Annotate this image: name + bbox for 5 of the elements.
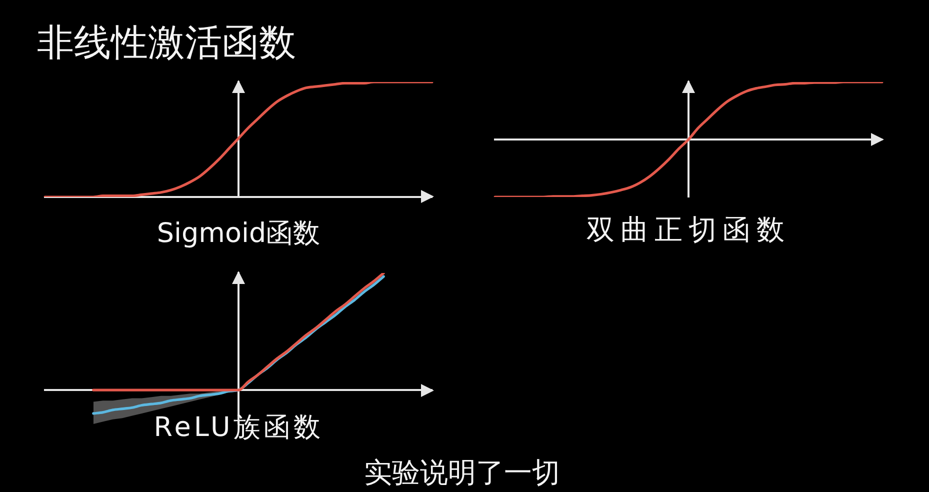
x-axis-title: ReLU族函数 bbox=[154, 412, 324, 443]
x-axis-title: 双曲正切函数 bbox=[586, 213, 790, 246]
chart-title: 非线性激活函数 bbox=[37, 21, 296, 64]
x-axis-title: Sigmoid函数 bbox=[156, 218, 320, 249]
text: 实验说明了一切 bbox=[364, 456, 560, 489]
